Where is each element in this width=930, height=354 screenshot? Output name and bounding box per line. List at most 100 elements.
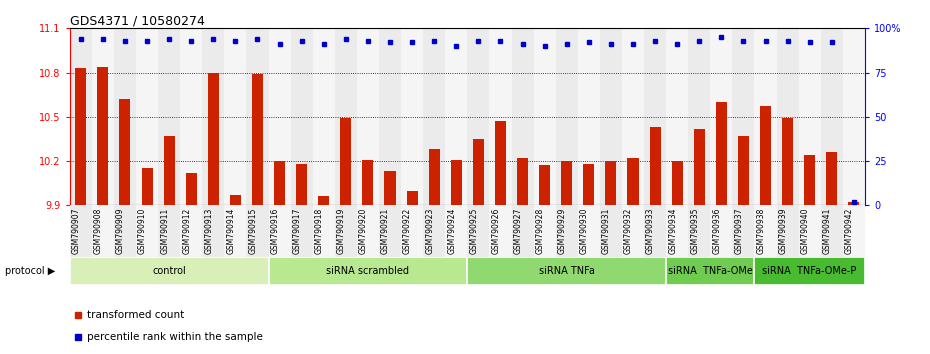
Bar <box>467 205 489 257</box>
Bar <box>406 190 418 205</box>
Bar <box>401 205 423 257</box>
Bar <box>113 28 136 205</box>
Text: GSM790932: GSM790932 <box>624 208 633 254</box>
Bar <box>312 205 335 257</box>
Bar <box>246 205 269 257</box>
Text: GSM790922: GSM790922 <box>403 208 412 254</box>
Bar <box>423 28 445 205</box>
Bar <box>754 205 777 257</box>
Bar <box>472 139 484 205</box>
Bar <box>180 205 202 257</box>
Text: siRNA scrambled: siRNA scrambled <box>326 266 409 276</box>
Bar <box>555 205 578 257</box>
Bar <box>799 205 820 257</box>
Text: GSM790929: GSM790929 <box>558 208 566 254</box>
Bar <box>202 28 224 205</box>
Bar <box>164 136 175 205</box>
Bar <box>711 28 732 205</box>
Bar <box>694 129 705 205</box>
Text: GSM790916: GSM790916 <box>271 208 280 254</box>
Bar <box>777 28 799 205</box>
Bar <box>384 171 395 205</box>
Text: GSM790938: GSM790938 <box>756 208 765 254</box>
Text: GSM790911: GSM790911 <box>160 208 169 254</box>
Bar <box>401 28 423 205</box>
Bar <box>754 257 865 285</box>
Bar <box>489 28 512 205</box>
Bar <box>445 28 467 205</box>
Bar <box>230 195 241 205</box>
Bar <box>843 205 865 257</box>
Bar <box>335 28 357 205</box>
Bar <box>136 28 158 205</box>
Bar <box>269 28 290 205</box>
Bar <box>379 205 401 257</box>
Bar <box>848 202 859 205</box>
Text: GSM790925: GSM790925 <box>470 208 478 254</box>
Bar <box>75 68 86 205</box>
Bar <box>467 28 489 205</box>
Text: GSM790912: GSM790912 <box>182 208 192 254</box>
Text: GSM790910: GSM790910 <box>138 208 147 254</box>
Bar <box>777 205 799 257</box>
Bar <box>269 257 467 285</box>
Bar <box>716 102 727 205</box>
Text: GSM790941: GSM790941 <box>823 208 831 254</box>
Bar <box>495 121 506 205</box>
Bar <box>622 28 644 205</box>
Bar <box>820 28 843 205</box>
Text: GSM790907: GSM790907 <box>72 208 81 255</box>
Bar <box>644 205 666 257</box>
Bar <box>70 28 92 205</box>
Bar <box>340 118 352 205</box>
Bar <box>578 28 600 205</box>
Text: GSM790930: GSM790930 <box>579 208 589 255</box>
Text: transformed count: transformed count <box>87 310 184 320</box>
Text: GSM790917: GSM790917 <box>293 208 301 254</box>
Bar <box>600 28 622 205</box>
Bar <box>357 205 379 257</box>
Bar <box>534 28 555 205</box>
Text: GSM790935: GSM790935 <box>690 208 699 255</box>
Text: GSM790908: GSM790908 <box>94 208 103 254</box>
Bar <box>666 205 688 257</box>
Bar <box>113 205 136 257</box>
Bar <box>136 205 158 257</box>
Text: siRNA  TNFa-OMe: siRNA TNFa-OMe <box>668 266 752 276</box>
Bar <box>363 160 374 205</box>
Bar <box>70 205 92 257</box>
Bar <box>605 161 617 205</box>
Text: GSM790918: GSM790918 <box>314 208 324 254</box>
Bar <box>671 161 683 205</box>
Bar <box>737 136 749 205</box>
Bar <box>820 205 843 257</box>
Bar <box>224 205 246 257</box>
Bar <box>269 205 290 257</box>
Bar <box>296 164 307 205</box>
Text: GSM790933: GSM790933 <box>646 208 655 255</box>
Bar <box>804 155 816 205</box>
Bar <box>688 205 711 257</box>
Text: protocol ▶: protocol ▶ <box>5 266 55 276</box>
Bar <box>290 205 312 257</box>
Text: siRNA  TNFa-OMe-P: siRNA TNFa-OMe-P <box>763 266 857 276</box>
Bar <box>711 205 733 257</box>
Bar <box>628 158 639 205</box>
Bar <box>274 161 286 205</box>
Bar <box>224 28 246 205</box>
Bar <box>158 28 180 205</box>
Bar <box>799 28 820 205</box>
Bar <box>379 28 401 205</box>
Bar <box>760 107 771 205</box>
Text: GSM790936: GSM790936 <box>712 208 722 255</box>
Text: percentile rank within the sample: percentile rank within the sample <box>87 332 263 342</box>
Bar <box>429 149 440 205</box>
Bar <box>826 152 837 205</box>
Text: GSM790909: GSM790909 <box>116 208 125 255</box>
Bar <box>318 196 329 205</box>
Bar <box>423 205 445 257</box>
Bar <box>98 67 109 205</box>
Bar <box>246 28 269 205</box>
Bar <box>357 28 379 205</box>
Bar <box>186 173 197 205</box>
